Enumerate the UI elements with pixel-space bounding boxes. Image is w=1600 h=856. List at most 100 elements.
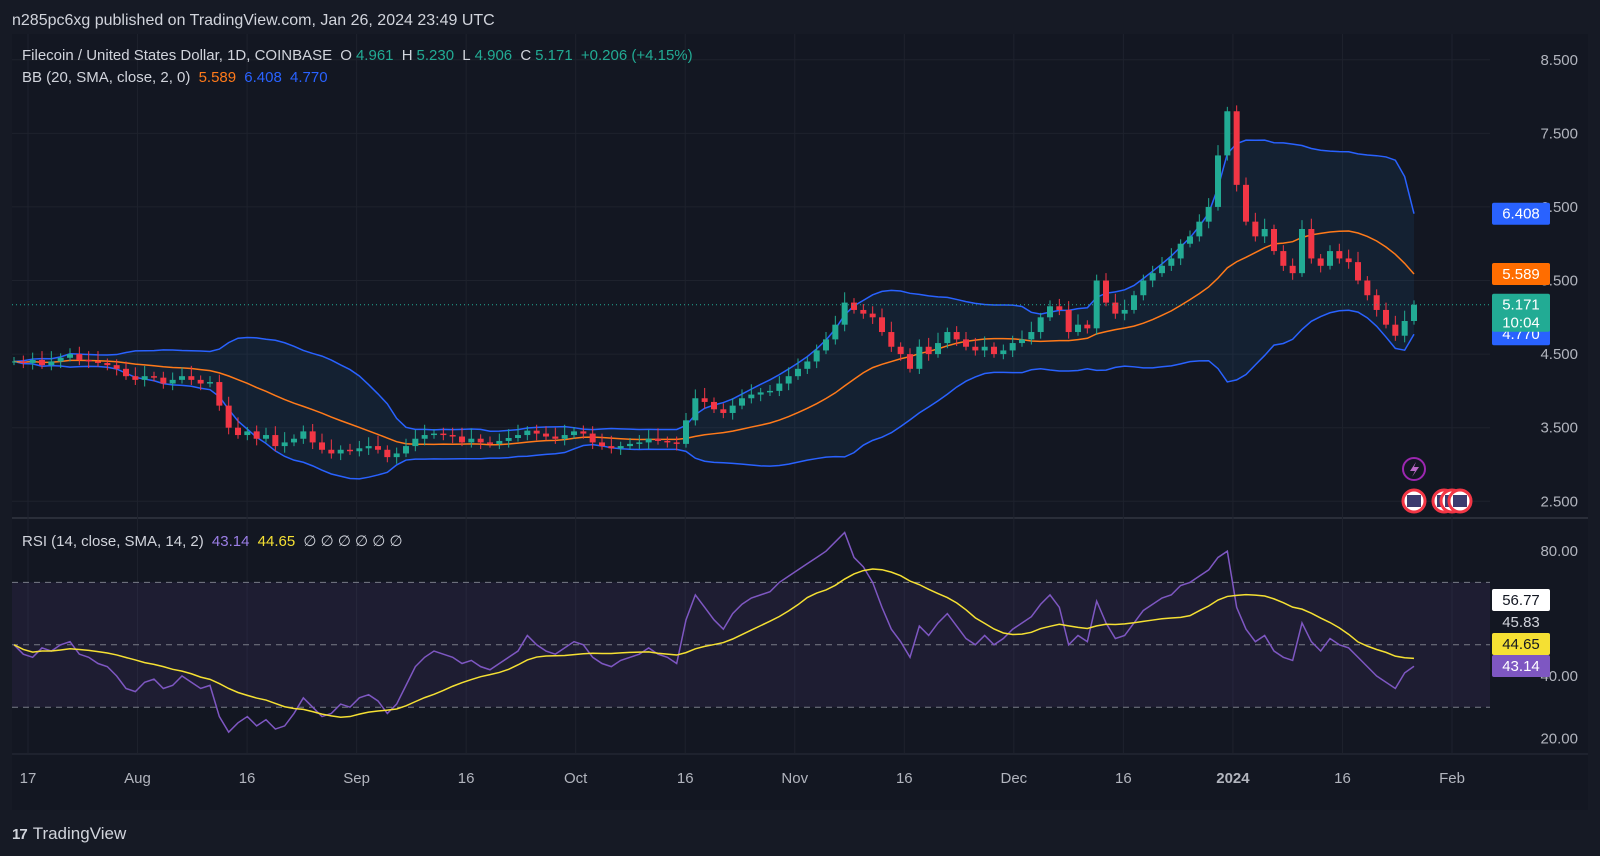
candle-body bbox=[1317, 258, 1324, 266]
candle-body bbox=[375, 446, 381, 450]
candle-body bbox=[1205, 206, 1212, 222]
bb-label[interactable]: BB (20, SMA, close, 2, 0) bbox=[22, 69, 191, 86]
candle-body bbox=[785, 376, 792, 384]
price-badge-label: 5.589 bbox=[1502, 266, 1540, 283]
candle-body bbox=[48, 361, 55, 366]
candle-body bbox=[132, 376, 139, 380]
candle-body bbox=[804, 361, 811, 369]
candle-body bbox=[235, 427, 241, 436]
candle-body bbox=[757, 392, 764, 395]
candle-body bbox=[356, 448, 363, 452]
time-tick-label: 2024 bbox=[1216, 770, 1250, 787]
candle-body bbox=[459, 436, 465, 443]
time-tick-label: Dec bbox=[1001, 770, 1028, 787]
candle-body bbox=[207, 382, 213, 384]
candle-body bbox=[20, 361, 27, 363]
price-tick-label: 7.500 bbox=[1540, 125, 1578, 142]
candle-body bbox=[1299, 229, 1305, 274]
candle-body bbox=[1028, 332, 1035, 340]
candle-body bbox=[1084, 324, 1091, 329]
candle-body bbox=[1187, 236, 1193, 244]
rsi-value-badge bbox=[1492, 633, 1550, 655]
candle-body bbox=[216, 382, 223, 406]
candle-body bbox=[1037, 317, 1044, 333]
candle-body bbox=[1383, 309, 1389, 325]
rsi-value-badge-label: 43.14 bbox=[1502, 658, 1540, 675]
price-badge-label: 6.408 bbox=[1502, 206, 1540, 223]
bb-basis-value: 5.589 bbox=[198, 69, 237, 86]
candle-body bbox=[179, 376, 185, 380]
candle-body bbox=[319, 442, 325, 450]
candle-body bbox=[160, 377, 167, 384]
candle-body bbox=[487, 442, 493, 444]
last-price-label: 5.171 bbox=[1502, 297, 1540, 314]
time-tick-label: 16 bbox=[239, 770, 256, 787]
candle-body bbox=[776, 383, 783, 391]
open-value: 4.961 bbox=[355, 47, 394, 64]
candle-body bbox=[12, 361, 17, 363]
candle-body bbox=[328, 449, 335, 454]
time-tick-label: 16 bbox=[458, 770, 475, 787]
last-price-badge bbox=[1492, 293, 1550, 332]
candle-body bbox=[300, 431, 307, 439]
footer-brand[interactable]: 17 TradingView bbox=[12, 822, 126, 846]
candle-body bbox=[393, 453, 400, 458]
chart-frame[interactable]: 8.500 7.500 6.500 5.500 4.500 3.500 2.500 17 Aug… bbox=[12, 34, 1588, 810]
candle-body bbox=[963, 339, 969, 347]
candle-body bbox=[935, 343, 941, 355]
candle-body bbox=[944, 332, 951, 344]
candle-body bbox=[571, 431, 577, 436]
bb-basis-line bbox=[13, 230, 1415, 446]
candle-body bbox=[748, 394, 755, 399]
candle-body bbox=[851, 302, 857, 310]
candle-body bbox=[636, 442, 643, 444]
candle-body bbox=[739, 398, 745, 406]
candle-body bbox=[664, 440, 671, 443]
candle-body bbox=[95, 361, 101, 363]
rsi-value-badge bbox=[1492, 589, 1550, 611]
candle-body bbox=[897, 346, 904, 355]
low-label: L bbox=[462, 47, 471, 64]
rsi-value-badge bbox=[1492, 611, 1550, 633]
rsi-value-badge-label: 45.83 bbox=[1502, 614, 1540, 631]
candle-body bbox=[1131, 295, 1137, 310]
candle-body bbox=[953, 332, 960, 340]
candle-body bbox=[1112, 302, 1119, 314]
candle-body bbox=[1345, 258, 1352, 263]
candle-body bbox=[1280, 251, 1287, 266]
candle-body bbox=[1009, 343, 1016, 351]
candle-body bbox=[1271, 229, 1277, 252]
candle-body bbox=[617, 446, 624, 449]
candle-body bbox=[692, 398, 699, 421]
candle-body bbox=[337, 449, 344, 454]
candle-body bbox=[841, 302, 848, 325]
low-value: 4.906 bbox=[474, 47, 513, 64]
close-label: C bbox=[520, 47, 532, 64]
candle-body bbox=[767, 390, 773, 393]
candle-body bbox=[795, 368, 801, 377]
candle-body bbox=[720, 409, 727, 413]
bb-band-fill bbox=[14, 140, 1414, 479]
rsi-value-badge bbox=[1492, 655, 1550, 677]
candle-body bbox=[515, 435, 521, 438]
candle-body bbox=[57, 357, 64, 362]
candle-body bbox=[67, 354, 73, 358]
candle-body bbox=[907, 354, 913, 369]
symbol-label[interactable]: Filecoin / United States Dollar, 1D, COI… bbox=[22, 47, 333, 64]
rsi-extra-values: ∅ ∅ ∅ ∅ ∅ ∅ bbox=[303, 533, 403, 550]
high-label: H bbox=[401, 47, 413, 64]
candle-body bbox=[347, 449, 353, 452]
time-tick-label: Sep bbox=[343, 770, 370, 787]
candle-body bbox=[309, 431, 316, 443]
candle-body bbox=[1373, 295, 1380, 310]
rsi-label[interactable]: RSI (14, close, SMA, 14, 2) bbox=[22, 533, 204, 550]
price-tick-label: 3.500 bbox=[1540, 420, 1578, 437]
rsi-value-badge-label: 44.65 bbox=[1502, 636, 1540, 653]
candle-body bbox=[440, 433, 447, 436]
candle-body bbox=[1103, 280, 1109, 303]
candle-body bbox=[608, 446, 615, 449]
candle-body bbox=[1149, 273, 1156, 281]
rsi-value-badge-label: 56.77 bbox=[1502, 592, 1540, 609]
candle-body bbox=[916, 346, 923, 369]
